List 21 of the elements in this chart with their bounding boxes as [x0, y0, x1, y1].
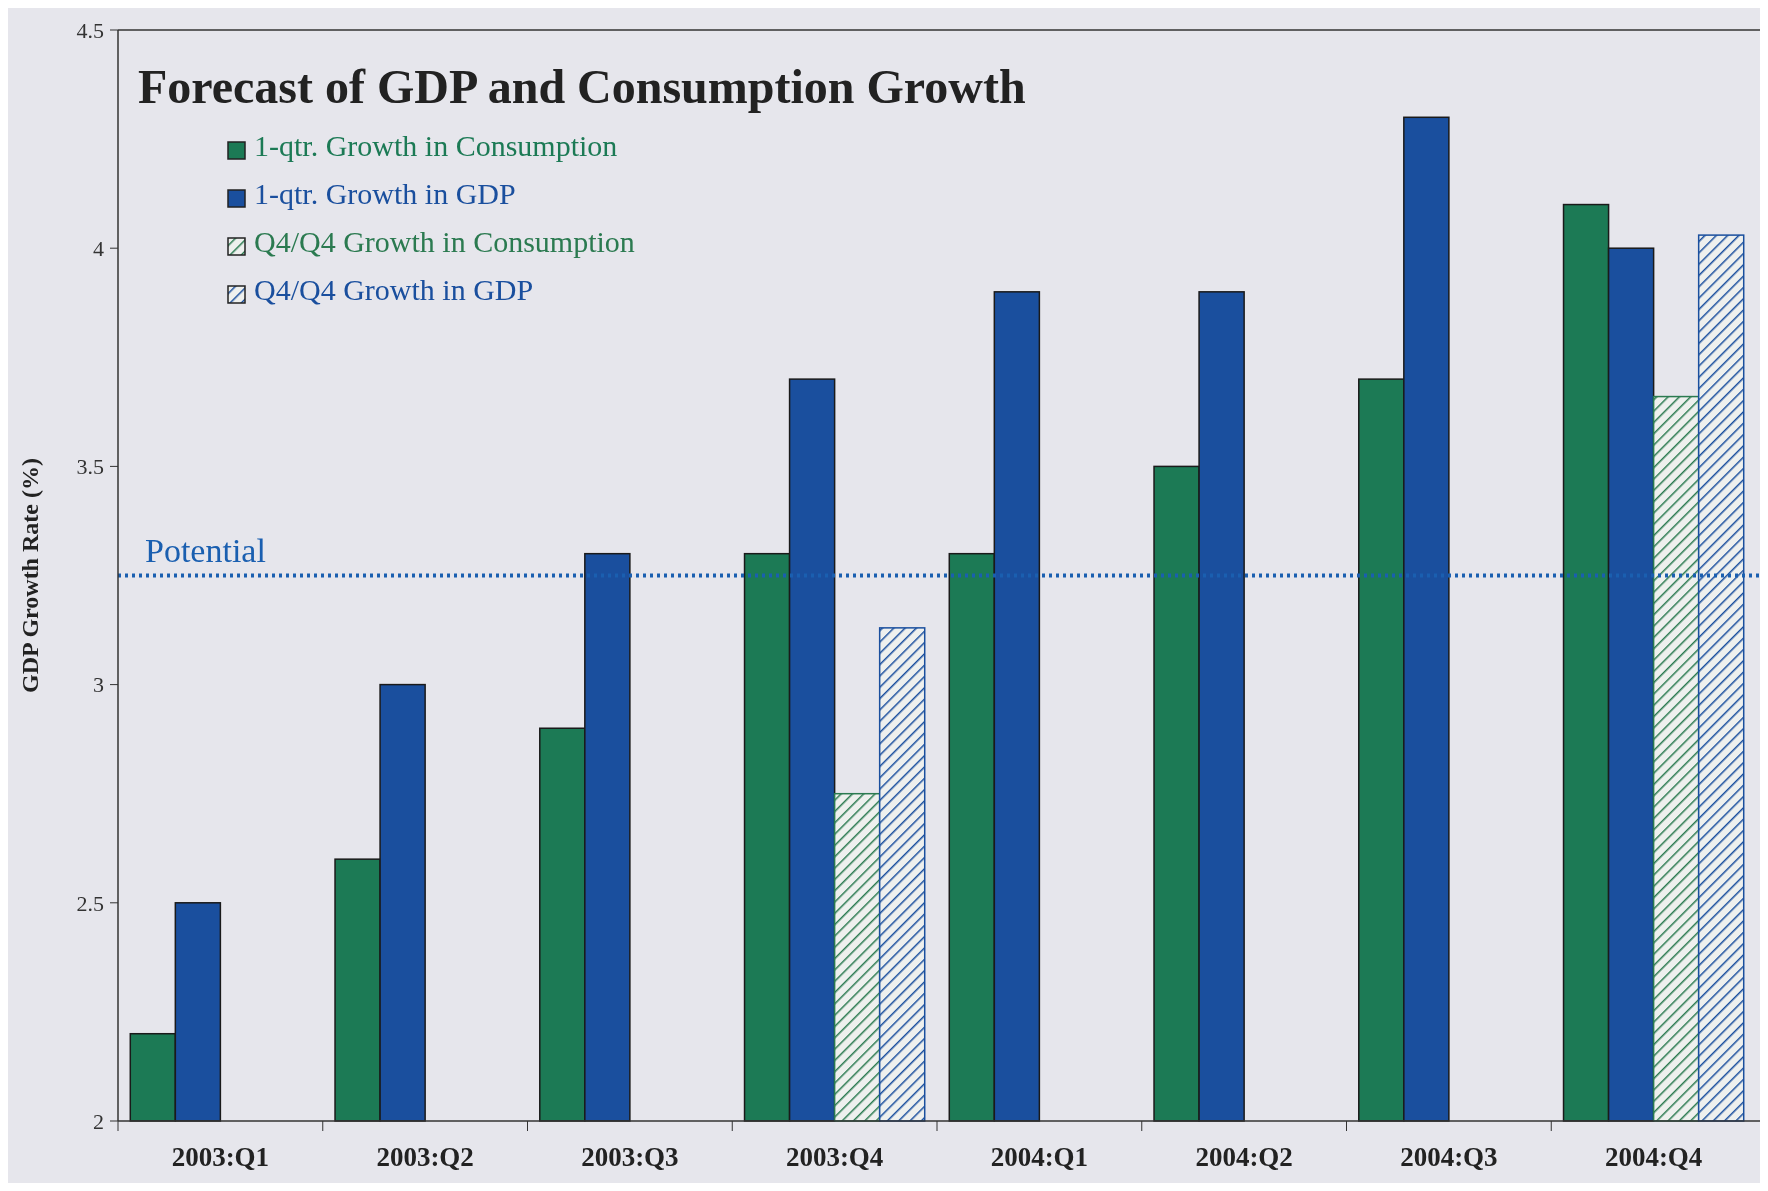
y-axis-title: GDP Growth Rate (%) — [17, 458, 43, 693]
x-tick-label: 2004:Q1 — [990, 1142, 1089, 1172]
y-tick-label: 3.5 — [76, 454, 104, 480]
x-tick-label: 2003:Q3 — [581, 1142, 679, 1172]
y-tick-label: 4 — [93, 235, 104, 261]
x-tick-label: 2003:Q4 — [785, 1142, 884, 1172]
x-tick-label: 2003:Q2 — [376, 1142, 474, 1172]
y-tick-label: 2 — [93, 1108, 104, 1134]
y-tick-label: 3 — [93, 672, 104, 698]
y-tick-label: 4.5 — [76, 17, 104, 43]
legend-label: Q4/Q4 Growth in Consumption — [254, 225, 635, 258]
text: Forecast of GDP and Consumption Growth — [138, 60, 1026, 113]
x-tick-label: 2004:Q2 — [1195, 1142, 1293, 1172]
x-tick-label: 2004:Q3 — [1400, 1142, 1498, 1172]
x-tick-label: 2004:Q4 — [1604, 1142, 1703, 1172]
ref-line-label: Potential — [145, 531, 266, 569]
legend-label: 1-qtr. Growth in Consumption — [254, 129, 618, 162]
legend-label: 1-qtr. Growth in GDP — [254, 177, 516, 210]
x-tick-label: 2003:Q1 — [171, 1142, 270, 1172]
legend-label: Q4/Q4 Growth in GDP — [254, 273, 534, 306]
y-tick-label: 2.5 — [76, 890, 104, 916]
